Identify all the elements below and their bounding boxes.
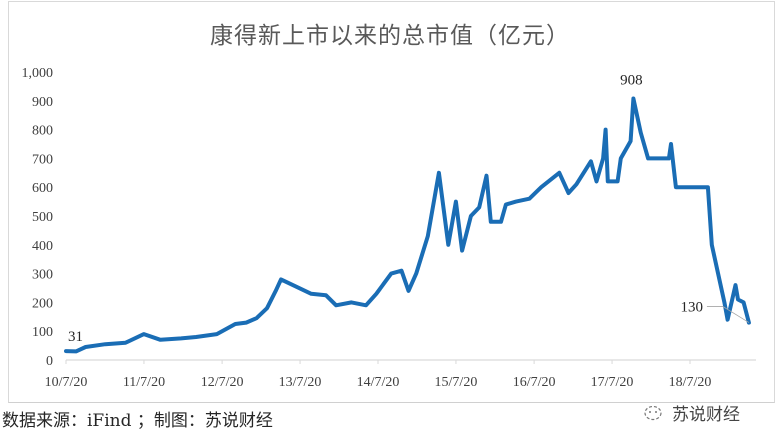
x-tick-label: 16/7/20 [513,375,556,390]
series-group [64,96,751,354]
data-label: 130 [680,300,703,316]
x-tick-label: 11/7/20 [123,375,165,390]
y-tick-label: 1,000 [22,66,54,81]
x-tick-label: 15/7/20 [435,375,478,390]
y-tick-label: 900 [32,95,53,110]
source-note: 数据来源：iFind ；制图：苏说财经 [2,411,273,431]
y-tick-label: 600 [32,181,53,196]
y-tick-label: 100 [32,325,53,340]
y-tick-label: 200 [32,296,53,311]
y-tick-label: 800 [32,124,53,139]
x-tick-label: 18/7/20 [669,375,712,390]
series-line [64,96,751,354]
x-tick-label: 14/7/20 [357,375,400,390]
y-tick-label: 400 [32,239,53,254]
x-tick-label: 13/7/20 [279,375,322,390]
y-tick-label: 300 [32,268,53,283]
watermark-text: 苏说财经 [672,405,740,425]
y-tick-label: 500 [32,210,53,225]
data-label: 908 [620,72,643,88]
chart-frame [8,1,775,403]
chart-title: 康得新上市以来的总市值（亿元） [210,23,570,49]
y-tick-label: 700 [32,152,53,167]
wechat-icon [644,405,662,420]
watermark: 苏说财经 [642,400,740,425]
annotations: 31 908 130 [68,72,750,345]
x-axis: 10/7/20 11/7/20 12/7/20 13/7/20 14/7/20 15/7/… [45,359,756,390]
y-tick-label: 0 [46,354,53,369]
annotation-leader-line [706,306,750,323]
x-tick-label: 10/7/20 [45,375,88,390]
x-tick-label: 12/7/20 [201,375,244,390]
data-label: 31 [68,329,83,345]
x-tick-label: 17/7/20 [591,375,634,390]
y-axis: 0 100 200 300 400 500 600 700 800 900 1,000 [22,66,54,369]
